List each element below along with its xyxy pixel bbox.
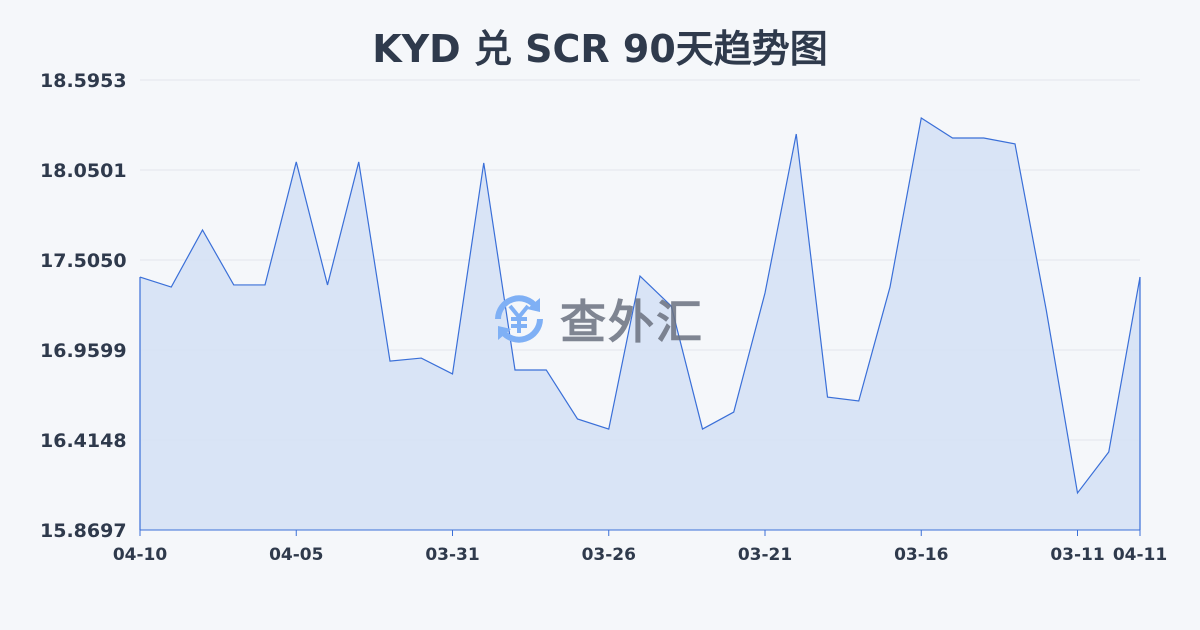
- watermark-text: 查外汇: [560, 295, 704, 349]
- x-tick-label: 03-16: [894, 545, 948, 565]
- y-tick-label: 16.9599: [40, 340, 127, 362]
- yen-exchange-icon: [495, 295, 543, 343]
- y-tick-label: 18.5953: [40, 70, 127, 92]
- area-fill: [140, 118, 1140, 530]
- watermark: 查外汇: [488, 286, 704, 352]
- x-tick-label: 04-10: [113, 545, 168, 565]
- x-tick-label: 03-11: [1050, 545, 1104, 565]
- x-tick-label: 04-11: [1113, 545, 1167, 565]
- chart-title: KYD 兑 SCR 90天趋势图: [372, 27, 828, 71]
- y-tick-label: 17.5050: [40, 250, 127, 272]
- y-tick-label: 15.8697: [40, 520, 127, 542]
- x-tick-label: 03-26: [582, 545, 636, 565]
- x-tick-label: 03-31: [425, 545, 479, 565]
- x-tick-label: 04-05: [269, 545, 323, 565]
- x-tick-label: 03-21: [738, 545, 792, 565]
- y-tick-label: 18.0501: [40, 160, 127, 182]
- y-tick-label: 16.4148: [40, 430, 127, 452]
